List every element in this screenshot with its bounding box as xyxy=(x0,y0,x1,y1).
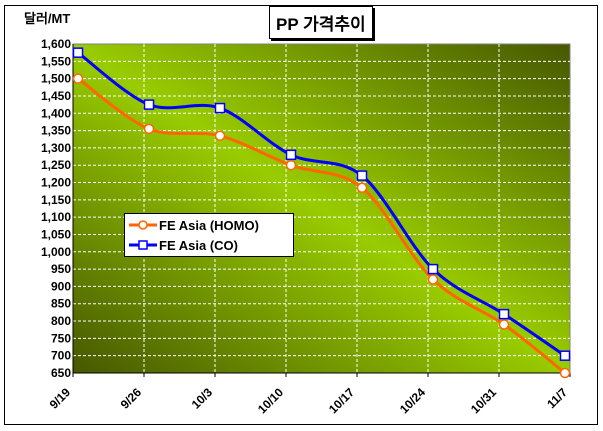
y-tick-label: 1,150 xyxy=(41,193,71,207)
y-tick-label: 800 xyxy=(51,314,71,328)
data-point-circle xyxy=(214,130,226,142)
data-point-circle xyxy=(498,319,510,330)
data-point-square xyxy=(143,99,155,110)
data-point-square xyxy=(214,102,226,114)
legend-label: FE Asia (CO) xyxy=(159,237,238,253)
y-tick-label: 700 xyxy=(51,349,71,363)
x-tick-label: 10/24 xyxy=(397,385,428,416)
data-point-circle xyxy=(72,73,84,84)
data-point-square xyxy=(285,149,297,161)
data-point-circle xyxy=(143,123,155,135)
y-tick-label: 1,000 xyxy=(41,245,71,259)
y-tick-label: 1,200 xyxy=(41,176,71,190)
data-point-circle xyxy=(285,159,297,171)
y-tick-label: 1,350 xyxy=(41,124,71,138)
x-tick-label: 10/3 xyxy=(189,385,216,412)
x-tick-label: 9/19 xyxy=(47,385,74,412)
data-point-square xyxy=(498,308,510,320)
legend-item-homo: FE Asia (HOMO) xyxy=(129,216,259,234)
y-tick-label: 1,450 xyxy=(41,89,71,103)
series-line-1 xyxy=(77,51,566,357)
y-tick-label: 1,550 xyxy=(41,54,71,68)
y-tick-label: 1,300 xyxy=(41,141,71,155)
x-tick-label: 10/10 xyxy=(255,385,286,416)
x-tick-label: 10/31 xyxy=(468,385,499,416)
legend-label: FE Asia (HOMO) xyxy=(159,217,259,233)
y-tick-label: 1,400 xyxy=(41,106,71,120)
data-point-square xyxy=(427,263,439,275)
y-tick-label: 900 xyxy=(51,279,71,293)
plot-area xyxy=(72,43,571,374)
x-tick-label: 11/7 xyxy=(544,385,570,411)
data-point-square xyxy=(72,47,84,58)
data-point-square xyxy=(559,350,571,361)
x-tick-label: 9/26 xyxy=(118,385,145,412)
legend-marker-circle-icon xyxy=(129,220,157,230)
y-axis-label: 달러/MT xyxy=(24,11,71,26)
y-tick-label: 850 xyxy=(51,297,71,311)
data-point-square xyxy=(356,170,368,181)
legend-item-co: FE Asia (CO) xyxy=(129,236,238,254)
y-tick-label: 750 xyxy=(51,331,71,345)
data-point-circle xyxy=(559,367,571,379)
data-point-circle xyxy=(356,182,368,193)
y-tick-label: 1,050 xyxy=(41,227,71,241)
legend-marker-square-icon xyxy=(129,240,157,250)
legend: FE Asia (HOMO) FE Asia (CO) xyxy=(124,213,294,257)
y-tick-label: 1,250 xyxy=(41,158,71,172)
x-tick-label: 10/17 xyxy=(326,385,357,416)
data-point-circle xyxy=(427,274,439,285)
y-tick-label: 950 xyxy=(51,262,71,276)
y-tick-label: 1,500 xyxy=(41,72,71,86)
y-tick-label: 650 xyxy=(51,366,71,380)
y-tick-label: 1,100 xyxy=(41,210,71,224)
chart-title: PP 가격추이 xyxy=(269,6,373,39)
y-tick-label: 1,600 xyxy=(41,37,71,51)
